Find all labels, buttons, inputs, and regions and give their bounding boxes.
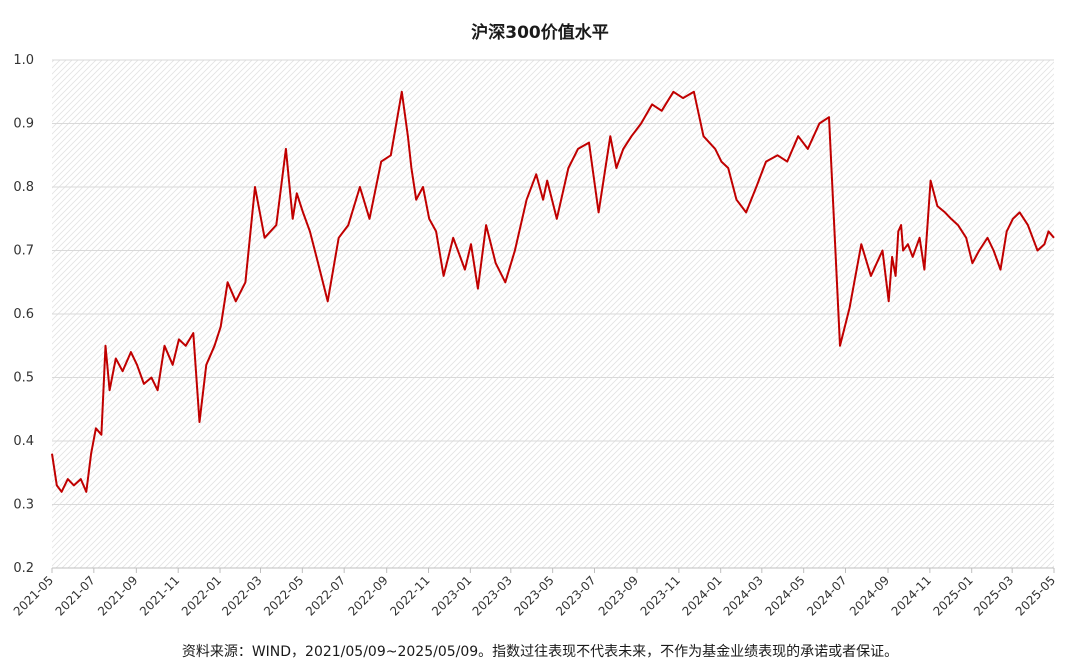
- y-tick-label: 0.3: [13, 498, 34, 513]
- x-tick-label: 2023-07: [553, 573, 598, 618]
- x-tick-label: 2022-05: [261, 573, 306, 618]
- x-tick-label: 2024-03: [721, 573, 766, 618]
- y-tick-label: 0.6: [13, 307, 34, 322]
- chart-title: 沪深300价值水平: [471, 23, 609, 43]
- x-tick-label: 2023-01: [429, 573, 474, 618]
- x-axis: 2021-052021-072021-092021-112022-012022-…: [11, 567, 1058, 619]
- y-tick-label: 0.8: [13, 180, 34, 195]
- y-axis: 0.2 0.3 0.4 0.5 0.6 0.7 0.8 0.9 1.0: [13, 53, 34, 576]
- x-tick-label: 2025-03: [971, 573, 1016, 618]
- x-tick-label: 2023-03: [470, 573, 515, 618]
- y-tick-label: 0.7: [13, 244, 34, 259]
- y-tick-label: 0.5: [13, 371, 34, 386]
- x-tick-label: 2024-07: [804, 573, 849, 618]
- x-tick-label: 2021-05: [11, 573, 56, 618]
- x-tick-label: 2025-01: [930, 573, 975, 618]
- x-tick-label: 2021-11: [137, 573, 182, 618]
- x-tick-label: 2023-09: [596, 573, 641, 618]
- x-tick-label: 2024-01: [679, 573, 724, 618]
- x-tick-label: 2022-09: [345, 573, 390, 618]
- x-tick-label: 2021-09: [95, 573, 140, 618]
- x-tick-label: 2023-11: [638, 573, 683, 618]
- y-tick-label: 0.2: [13, 561, 34, 576]
- y-tick-label: 0.4: [13, 434, 34, 449]
- x-tick-label: 2024-09: [847, 573, 892, 618]
- source-note: 资料来源：WIND，2021/05/09~2025/05/09。指数过往表现不代…: [181, 644, 899, 660]
- x-tick-label: 2025-05: [1013, 573, 1058, 618]
- x-tick-label: 2024-05: [762, 573, 807, 618]
- series-layer: [51, 90, 1055, 493]
- x-tick-label: 2021-07: [53, 573, 98, 618]
- x-tick-label: 2022-07: [303, 573, 348, 618]
- series-line-0: [51, 90, 1055, 493]
- x-tick-label: 2022-03: [219, 573, 264, 618]
- x-tick-label: 2024-11: [889, 573, 934, 618]
- x-tick-label: 2023-05: [511, 573, 556, 618]
- y-tick-label: 1.0: [13, 53, 34, 68]
- x-tick-label: 2022-01: [179, 573, 224, 618]
- x-tick-label: 2022-11: [387, 573, 432, 618]
- y-tick-label: 0.9: [13, 117, 34, 132]
